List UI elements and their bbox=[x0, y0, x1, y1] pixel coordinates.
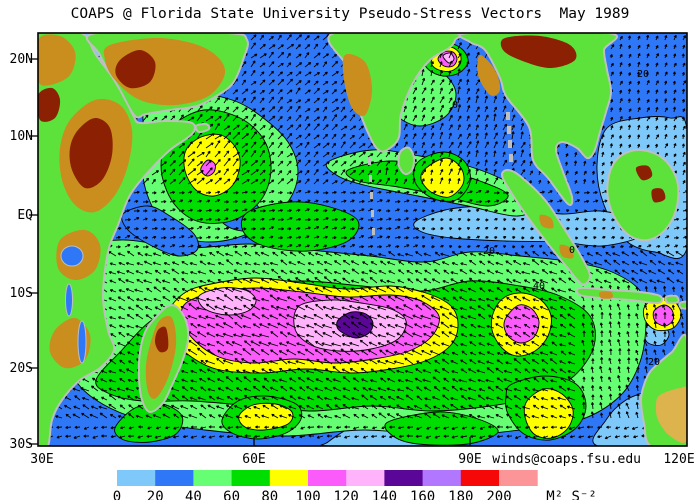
colorbar-value-140: 140 bbox=[372, 489, 397, 500]
colorbar-segment-3 bbox=[231, 470, 271, 486]
y-tick-label-20N: 20N bbox=[10, 52, 33, 67]
y-tick-label-10N: 10N bbox=[10, 129, 33, 144]
x-tick-label-90E: 90E bbox=[458, 452, 481, 467]
stress-region-equator-west-green bbox=[240, 201, 360, 252]
colorbar: 0 20 40 60 80 100 120 140 160 180 200 M² S⁻² bbox=[113, 470, 597, 500]
topography-borneo-peak-1 bbox=[635, 165, 653, 181]
colorbar-value-60: 60 bbox=[223, 489, 240, 500]
topography-sudan-highland bbox=[38, 34, 76, 86]
topography-australia-interior bbox=[655, 386, 687, 443]
colorbar-segment-8 bbox=[422, 470, 462, 486]
stress-region-equatorial-blue-patch-1 bbox=[121, 205, 199, 257]
maldives-island-3 bbox=[371, 210, 374, 217]
page-title: COAPS @ Florida State University Pseudo-… bbox=[71, 6, 630, 22]
topography-nile-ridge bbox=[38, 87, 61, 122]
landmass-southeast-asia bbox=[458, 33, 618, 206]
landmass-lesser-sunda-1 bbox=[664, 294, 680, 305]
colorbar-segment-9 bbox=[460, 470, 500, 486]
stress-region-south-yellow-patch bbox=[523, 388, 574, 439]
colorbar-value-20: 20 bbox=[147, 489, 164, 500]
topography-sumatra-ridge-2 bbox=[559, 244, 574, 259]
y-tick-label-30S: 30S bbox=[10, 437, 33, 452]
map-frame bbox=[37, 32, 688, 447]
colorbar-segment-2 bbox=[193, 470, 233, 486]
colorbar-value-120: 120 bbox=[334, 489, 359, 500]
contour-label-3: 0 bbox=[569, 245, 575, 256]
x-tick-label-60E: 60E bbox=[242, 452, 265, 467]
maldives-island-4 bbox=[372, 228, 375, 235]
colorbar-unit: M² S⁻² bbox=[546, 489, 597, 500]
colorbar-value-160: 160 bbox=[410, 489, 435, 500]
maldives-island-0 bbox=[368, 158, 371, 165]
colorbar-segment-0 bbox=[117, 470, 156, 486]
topography-deccan-plateau bbox=[342, 54, 372, 116]
y-tick-label-20S: 20S bbox=[10, 361, 33, 376]
colorbar-value-40: 40 bbox=[185, 489, 202, 500]
landmass-socotra bbox=[194, 122, 211, 134]
stress-region-east-magenta bbox=[503, 304, 540, 344]
topography-ethiopia-peak bbox=[69, 117, 113, 189]
maldives-island-1 bbox=[369, 175, 372, 182]
topography-java-ridge bbox=[599, 291, 613, 299]
lake-malawi bbox=[77, 320, 87, 364]
colorbar-segment-5 bbox=[308, 470, 347, 486]
topography-myanmar-hills bbox=[477, 54, 501, 96]
lake-tanganyika bbox=[65, 283, 73, 317]
colorbar-value-100: 100 bbox=[295, 489, 320, 500]
landmass-borneo bbox=[606, 148, 680, 242]
topography-yemen-highland bbox=[115, 49, 156, 89]
topography-borneo-peak-2 bbox=[651, 188, 666, 203]
landmass-layer bbox=[38, 33, 687, 446]
maldives-island-2 bbox=[370, 192, 373, 199]
y-tick-label-10S: 10S bbox=[10, 286, 33, 301]
contour-label-5: 20 bbox=[648, 357, 660, 368]
x-tick-label-30E: 30E bbox=[30, 452, 53, 467]
topography-madagascar-ridge bbox=[145, 315, 177, 399]
contour-label-layer: 0 20 20 0 40 20 bbox=[452, 69, 660, 368]
landmass-java bbox=[575, 286, 664, 305]
topography-madagascar-peak bbox=[154, 326, 169, 353]
contour-label-0: 0 bbox=[452, 100, 458, 111]
stress-region-bottom-green-1 bbox=[114, 403, 184, 443]
y-tick-label-EQ: EQ bbox=[17, 208, 33, 223]
colorbar-segment-1 bbox=[155, 470, 194, 486]
contour-label-2: 20 bbox=[483, 246, 495, 257]
andaman-island-0 bbox=[506, 112, 510, 120]
colorbar-value-80: 80 bbox=[261, 489, 278, 500]
credit-email: winds@coaps.fsu.edu bbox=[492, 452, 641, 467]
colorbar-segment-7 bbox=[384, 470, 424, 486]
colorbar-value-180: 180 bbox=[448, 489, 473, 500]
stress-region-cyclone-pink-dot bbox=[442, 52, 455, 64]
colorbar-value-200: 200 bbox=[486, 489, 511, 500]
contour-label-1: 20 bbox=[637, 69, 649, 80]
landmass-lesser-sunda-2 bbox=[678, 300, 687, 310]
topography-himalaya-ridge bbox=[500, 35, 577, 68]
andaman-island-3 bbox=[509, 154, 513, 162]
stress-region-ne-australia-magenta bbox=[652, 304, 675, 327]
contour-label-4: 40 bbox=[533, 281, 545, 292]
topography-sumatra-ridge-1 bbox=[539, 214, 554, 229]
stress-region-bottom-green-2 bbox=[384, 411, 499, 446]
landmass-sri-lanka bbox=[397, 146, 416, 176]
andaman-island-2 bbox=[508, 140, 512, 148]
colorbar-segment-4 bbox=[269, 470, 309, 486]
colorbar-segment-6 bbox=[346, 470, 385, 486]
andaman-island-1 bbox=[507, 126, 511, 134]
lake-victoria bbox=[60, 245, 84, 267]
colorbar-value-0: 0 bbox=[113, 489, 121, 500]
colorbar-segment-10 bbox=[499, 470, 538, 486]
x-tick-label-120E: 120E bbox=[663, 452, 694, 467]
